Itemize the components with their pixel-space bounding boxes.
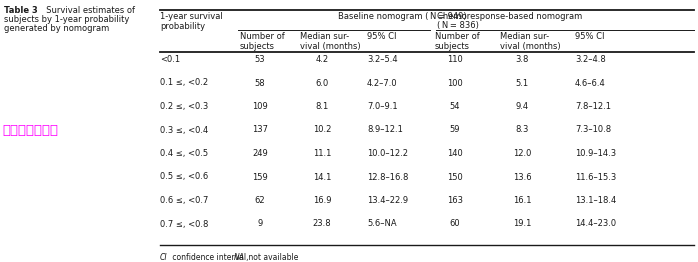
Text: 95% CI: 95% CI: [575, 32, 604, 41]
Text: 62: 62: [255, 196, 265, 205]
Text: 4.6–6.4: 4.6–6.4: [575, 79, 606, 88]
Text: 13.4–22.9: 13.4–22.9: [367, 196, 408, 205]
Text: 249: 249: [252, 149, 268, 158]
Text: 3.8: 3.8: [515, 55, 528, 64]
Text: CI: CI: [160, 253, 168, 262]
Text: 6.0: 6.0: [315, 79, 329, 88]
Text: 12.0: 12.0: [513, 149, 531, 158]
Text: 140: 140: [447, 149, 463, 158]
Text: 11.6–15.3: 11.6–15.3: [575, 172, 616, 182]
Text: 4.2–7.0: 4.2–7.0: [367, 79, 398, 88]
Text: <0.1: <0.1: [160, 55, 180, 64]
Text: 按风险进行分层: 按风险进行分层: [2, 124, 58, 138]
Text: confidence interval,: confidence interval,: [170, 253, 251, 262]
Text: not available: not available: [246, 253, 298, 262]
Text: 58: 58: [255, 79, 265, 88]
Text: Median sur-
vival (months): Median sur- vival (months): [300, 32, 361, 51]
Text: 8.9–12.1: 8.9–12.1: [367, 125, 403, 134]
Text: Baseline nomogram ( N = 949): Baseline nomogram ( N = 949): [338, 12, 466, 21]
Text: 10.0–12.2: 10.0–12.2: [367, 149, 408, 158]
Text: Chemoresponse-based nomogram: Chemoresponse-based nomogram: [437, 12, 582, 21]
Text: 13.1–18.4: 13.1–18.4: [575, 196, 616, 205]
Text: 60: 60: [450, 220, 460, 228]
Text: 8.1: 8.1: [315, 102, 329, 111]
Text: 9.4: 9.4: [515, 102, 528, 111]
Text: 13.6: 13.6: [513, 172, 531, 182]
Text: 54: 54: [450, 102, 460, 111]
Text: 10.2: 10.2: [313, 125, 331, 134]
Text: 9: 9: [258, 220, 262, 228]
Text: 5.6–NA: 5.6–NA: [367, 220, 396, 228]
Text: 7.8–12.1: 7.8–12.1: [575, 102, 611, 111]
Text: 23.8: 23.8: [313, 220, 332, 228]
Text: 95% CI: 95% CI: [367, 32, 396, 41]
Text: 16.1: 16.1: [513, 196, 531, 205]
Text: 1-year survival
probability: 1-year survival probability: [160, 12, 223, 31]
Text: 100: 100: [447, 79, 463, 88]
Text: 8.3: 8.3: [515, 125, 528, 134]
Text: 137: 137: [252, 125, 268, 134]
Text: Table 3: Table 3: [4, 6, 38, 15]
Text: 109: 109: [252, 102, 268, 111]
Text: 10.9–14.3: 10.9–14.3: [575, 149, 616, 158]
Text: 7.3–10.8: 7.3–10.8: [575, 125, 611, 134]
Text: 159: 159: [252, 172, 268, 182]
Text: 53: 53: [255, 55, 265, 64]
Text: Number of
subjects: Number of subjects: [435, 32, 480, 51]
Text: Median sur-
vival (months): Median sur- vival (months): [500, 32, 560, 51]
Text: 0.7 ≤, <0.8: 0.7 ≤, <0.8: [160, 220, 209, 228]
Text: 0.4 ≤, <0.5: 0.4 ≤, <0.5: [160, 149, 208, 158]
Text: 16.9: 16.9: [313, 196, 332, 205]
Text: 4.2: 4.2: [315, 55, 329, 64]
Text: 3.2–4.8: 3.2–4.8: [575, 55, 606, 64]
Text: 0.6 ≤, <0.7: 0.6 ≤, <0.7: [160, 196, 209, 205]
Text: 11.1: 11.1: [313, 149, 331, 158]
Text: 0.3 ≤, <0.4: 0.3 ≤, <0.4: [160, 125, 208, 134]
Text: generated by nomogram: generated by nomogram: [4, 24, 110, 33]
Text: 19.1: 19.1: [513, 220, 531, 228]
Text: 12.8–16.8: 12.8–16.8: [367, 172, 408, 182]
Text: 163: 163: [447, 196, 463, 205]
Text: 5.1: 5.1: [515, 79, 528, 88]
Text: 14.1: 14.1: [313, 172, 331, 182]
Text: 3.2–5.4: 3.2–5.4: [367, 55, 398, 64]
Text: 110: 110: [447, 55, 463, 64]
Text: 0.1 ≤, <0.2: 0.1 ≤, <0.2: [160, 79, 208, 88]
Text: Number of
subjects: Number of subjects: [240, 32, 285, 51]
Text: 14.4–23.0: 14.4–23.0: [575, 220, 616, 228]
Text: Survival estimates of: Survival estimates of: [41, 6, 135, 15]
Text: NA: NA: [234, 253, 245, 262]
Text: 0.5 ≤, <0.6: 0.5 ≤, <0.6: [160, 172, 208, 182]
Text: subjects by 1-year probability: subjects by 1-year probability: [4, 15, 129, 24]
Text: 59: 59: [450, 125, 460, 134]
Text: ( N = 836): ( N = 836): [437, 21, 479, 30]
Text: 0.2 ≤, <0.3: 0.2 ≤, <0.3: [160, 102, 208, 111]
Text: 7.0–9.1: 7.0–9.1: [367, 102, 398, 111]
Text: 150: 150: [447, 172, 463, 182]
